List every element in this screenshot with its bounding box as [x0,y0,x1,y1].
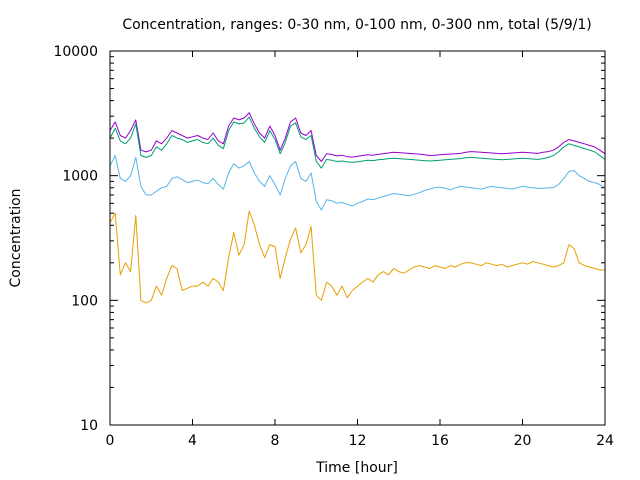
y-tick-label: 1000 [62,169,98,185]
series-line-4 [109,210,605,304]
x-tick-label: 4 [188,433,197,449]
x-tick-label: 24 [596,433,614,449]
series-line-2 [109,116,606,169]
x-tick-label: 16 [431,433,449,449]
series-line-1 [109,112,606,162]
chart-title: Concentration, ranges: 0-30 nm, 0-100 nm… [122,17,591,33]
x-tick-label: 0 [106,433,115,449]
y-axis-label: Concentration [8,188,24,287]
x-tick-label: 8 [271,433,280,449]
y-tick-label: 100 [71,293,98,309]
x-tick-label: 20 [514,433,532,449]
y-tick-label: 10000 [53,44,98,60]
x-axis-label: Time [hour] [315,460,398,476]
y-tick-label: 10 [80,418,98,434]
series-line-3 [109,155,606,211]
plot-frame [109,50,606,426]
x-tick-label: 12 [349,433,367,449]
series-group [109,112,606,304]
